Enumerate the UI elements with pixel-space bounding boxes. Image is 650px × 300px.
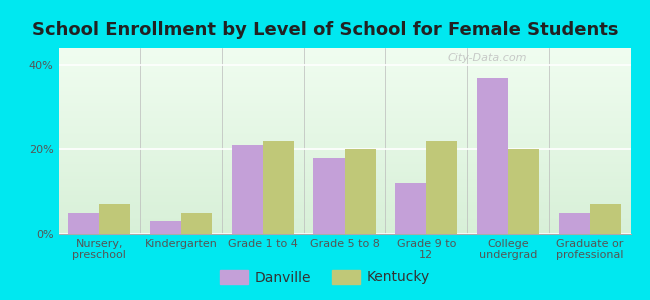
Bar [150,221,181,234]
Bar [395,183,426,234]
Bar [590,204,621,234]
Bar [508,149,539,234]
Bar [344,149,376,234]
Bar [181,213,212,234]
Bar [263,141,294,234]
Bar [68,213,99,234]
Legend: Danville, Kentucky: Danville, Kentucky [214,264,436,290]
Text: City-Data.com: City-Data.com [447,53,527,63]
Bar [313,158,345,234]
Text: School Enrollment by Level of School for Female Students: School Enrollment by Level of School for… [32,21,618,39]
Bar [99,204,131,234]
Bar [558,213,590,234]
Bar [477,78,508,234]
Bar [426,141,457,234]
Bar [232,145,263,234]
